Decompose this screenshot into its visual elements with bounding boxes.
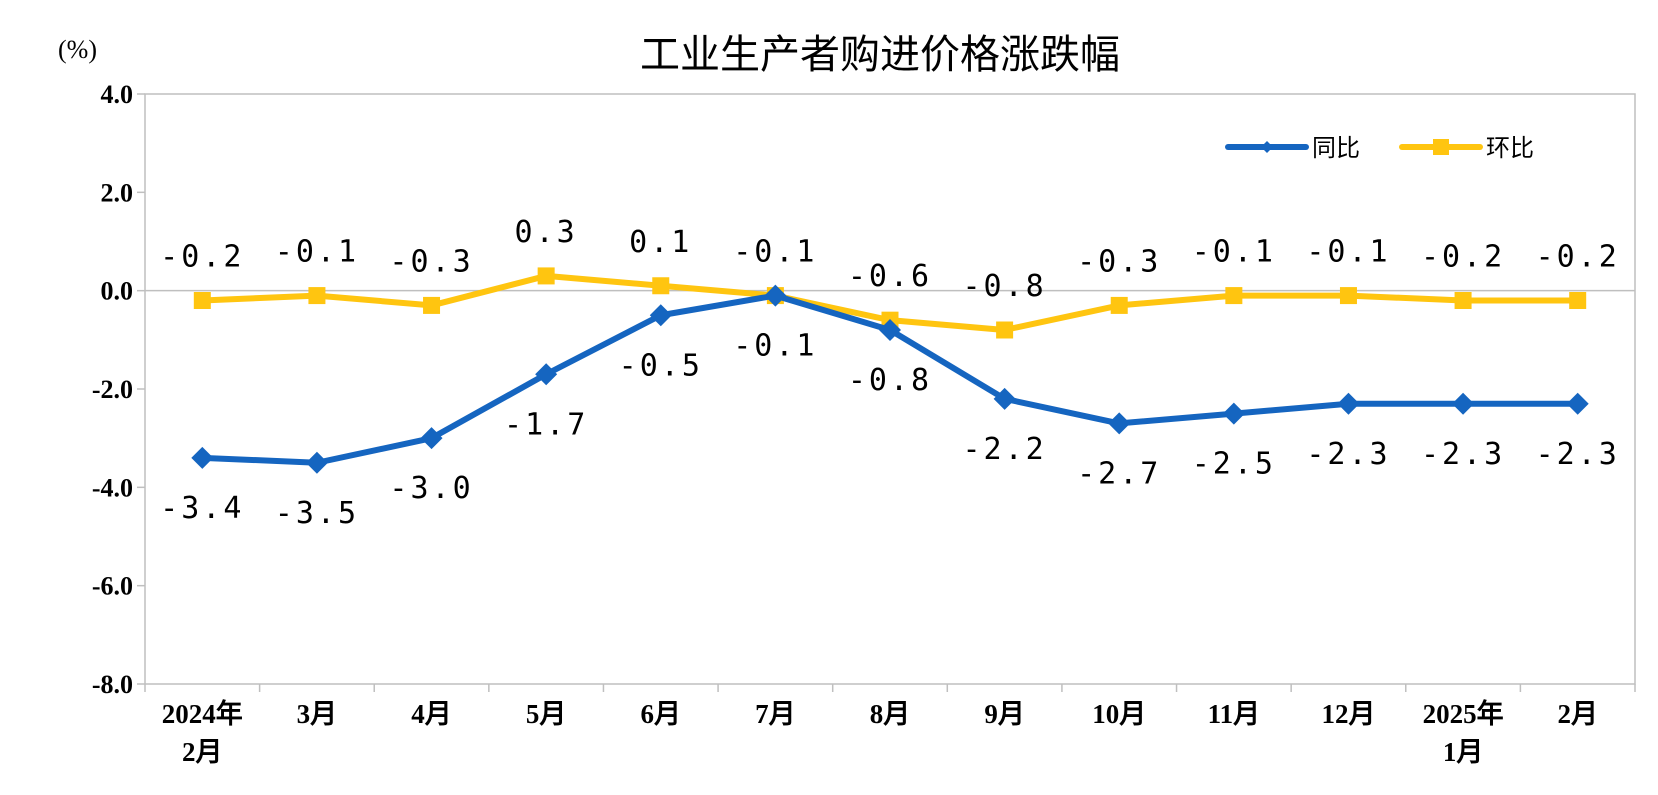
data-label-mom: 0.1 [629, 225, 692, 260]
data-point-mom [1225, 287, 1243, 305]
x-tick-label: 12月 [1321, 699, 1375, 729]
data-label-mom: -0.2 [1536, 240, 1620, 275]
data-point-mom [1110, 296, 1128, 314]
data-label-mom: -0.1 [1306, 235, 1390, 270]
data-label-mom: -0.1 [733, 235, 817, 270]
data-label-mom: -0.3 [389, 244, 473, 279]
data-label-yoy: -2.2 [962, 432, 1046, 467]
data-label-mom: -0.2 [160, 240, 244, 275]
data-label-yoy: -2.5 [1192, 447, 1276, 482]
data-point-mom [652, 277, 670, 295]
x-tick-label: 7月 [755, 699, 796, 729]
data-point-yoy [1452, 392, 1475, 415]
x-tick-label: 8月 [870, 699, 911, 729]
data-label-yoy: -0.5 [619, 348, 703, 383]
data-point-mom [308, 287, 326, 305]
y-tick-label: -6.0 [92, 572, 133, 601]
data-label-yoy: -0.1 [733, 329, 817, 364]
x-tick-label: 2024年 [162, 698, 243, 729]
y-tick-label: -4.0 [92, 473, 133, 502]
data-point-yoy [420, 427, 443, 450]
data-label-mom: 0.3 [515, 215, 578, 250]
data-label-mom: -0.8 [962, 269, 1046, 304]
data-label-yoy: -3.0 [389, 471, 473, 506]
data-label-yoy: -2.3 [1536, 437, 1620, 472]
y-tick-label: -2.0 [92, 375, 133, 404]
x-tick-label: 3月 [297, 699, 338, 729]
data-label-layer: -3.4 -3.5 -3.0 -1.7 -0.5 -0.1 -0.8 -2.2 -2.7 -2.5… [160, 215, 1620, 531]
data-point-yoy [993, 387, 1016, 410]
data-label-yoy: -3.4 [160, 491, 244, 526]
data-point-yoy [1337, 392, 1360, 415]
x-tick-label: 5月 [526, 699, 567, 729]
data-point-yoy [191, 446, 214, 469]
data-label-yoy: -0.8 [848, 363, 932, 398]
data-point-yoy [1566, 392, 1589, 415]
axis-layer: 4.0 2.0 0.0 -2.0 -4.0 -6.0 -8.0 2024年 2月 3月 4月 5月 6月… [92, 80, 1636, 767]
data-point-mom [996, 321, 1014, 339]
data-label-mom: -0.1 [275, 235, 359, 270]
data-point-mom [537, 267, 555, 285]
data-point-yoy [1108, 412, 1131, 435]
data-point-yoy [649, 304, 672, 327]
x-tick-label: 2月 [182, 737, 223, 767]
legend-marker-yoy [1261, 141, 1273, 153]
data-point-yoy [1222, 402, 1245, 425]
series-layer [191, 267, 1589, 474]
data-point-yoy [305, 451, 328, 474]
x-tick-label: 11月 [1208, 699, 1261, 729]
legend: 同比 环比 [1225, 134, 1534, 162]
data-point-mom [1454, 292, 1472, 309]
x-tick-label: 4月 [411, 699, 452, 729]
data-label-yoy: -2.7 [1077, 456, 1161, 491]
x-tick-label: 10月 [1092, 699, 1146, 729]
data-label-yoy: -2.3 [1306, 437, 1390, 472]
data-label-mom: -0.2 [1421, 240, 1505, 275]
data-label-yoy: -2.3 [1421, 437, 1505, 472]
data-point-mom [1339, 287, 1357, 305]
data-label-yoy: -1.7 [504, 407, 588, 442]
x-tick-label: 6月 [641, 699, 682, 729]
y-unit-label: (%) [58, 35, 97, 64]
data-point-yoy [535, 363, 558, 386]
x-tick-label: 9月 [984, 699, 1025, 729]
data-label-mom: -0.6 [848, 259, 932, 294]
legend-label-mom: 环比 [1486, 134, 1534, 162]
data-label-yoy: -3.5 [275, 496, 359, 531]
x-tick-label: 2025年 [1423, 698, 1504, 729]
data-label-mom: -0.3 [1077, 244, 1161, 279]
data-point-yoy [879, 319, 901, 341]
data-point-mom [193, 292, 211, 309]
data-point-mom [423, 296, 441, 314]
y-tick-label: 0.0 [101, 277, 134, 306]
y-tick-label: -8.0 [92, 670, 133, 699]
legend-label-yoy: 同比 [1312, 134, 1360, 162]
data-point-yoy [764, 284, 787, 307]
y-tick-label: 2.0 [101, 178, 134, 207]
data-point-mom [1569, 292, 1587, 309]
x-tick-label: 1月 [1443, 737, 1484, 767]
chart-title: 工业生产者购进价格涨跌幅 [640, 32, 1120, 78]
legend-marker-mom [1433, 139, 1449, 155]
data-label-mom: -0.1 [1192, 235, 1276, 270]
x-tick-label: 2月 [1557, 699, 1598, 729]
y-tick-label: 4.0 [101, 80, 134, 109]
